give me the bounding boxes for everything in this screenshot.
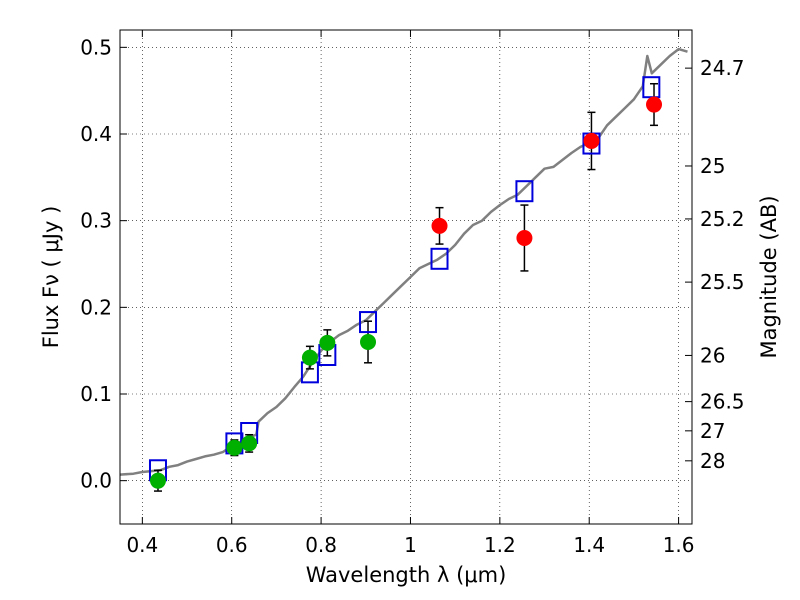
mag-tick-label: 28 — [700, 449, 725, 473]
x-tick-label: 0.6 — [216, 533, 248, 557]
mag-tick-label: 25.5 — [700, 270, 745, 294]
optical-data-point — [149, 472, 166, 489]
x-tick-label: 1 — [404, 533, 417, 557]
x-tick-label: 0.4 — [126, 533, 158, 557]
optical-data-point — [241, 435, 258, 452]
optical-data-point — [360, 334, 377, 350]
optical-data-point — [226, 439, 243, 456]
x-tick-label: 1.4 — [573, 533, 605, 557]
nir-data-point — [431, 217, 448, 234]
model-photometry-square — [430, 247, 449, 270]
model-photometry-square — [515, 180, 534, 203]
y-tick-label: 0.4 — [80, 122, 112, 146]
x-tick-label: 1.2 — [484, 533, 516, 557]
y-axis-label: Flux Fν ( μJy ) — [39, 206, 63, 349]
y-tick-label: 0.1 — [80, 382, 112, 406]
data-points-layer — [148, 76, 663, 489]
mag-tick-label: 27 — [700, 419, 725, 443]
model-spectrum-line — [119, 47, 688, 476]
grid-lines — [120, 30, 692, 524]
model-spectrum-layer — [119, 47, 688, 476]
mag-tick-label: 25 — [700, 154, 725, 178]
optical-data-point — [301, 349, 318, 366]
nir-data-point — [646, 96, 663, 113]
plot-frame — [119, 29, 693, 525]
mag-tick-label: 24.7 — [700, 56, 745, 80]
right-axis-label: Magnitude (AB) — [757, 195, 781, 358]
optical-data-point — [319, 334, 336, 351]
nir-data-point — [583, 132, 600, 149]
x-axis-label: Wavelength λ (μm) — [306, 563, 507, 587]
nir-data-point — [516, 230, 533, 246]
axis-ticks: 0.4 0.6 0.8 1 1.2 1.4 1.6 0.0 0.1 0.2 0.3 0.4 0.5 24.… — [80, 30, 745, 557]
x-tick-label: 1.6 — [663, 533, 695, 557]
model-photometry-square — [359, 311, 378, 334]
y-tick-label: 0.2 — [80, 295, 112, 319]
y-tick-label: 0.3 — [80, 209, 112, 233]
x-tick-label: 0.8 — [305, 533, 337, 557]
mag-tick-label: 26.5 — [700, 390, 745, 414]
y-tick-label: 0.5 — [80, 35, 112, 59]
mag-tick-label: 26 — [700, 343, 725, 367]
mag-tick-label: 25.2 — [700, 207, 745, 231]
y-tick-label: 0.0 — [80, 469, 112, 493]
model-photometry-square — [642, 76, 661, 99]
